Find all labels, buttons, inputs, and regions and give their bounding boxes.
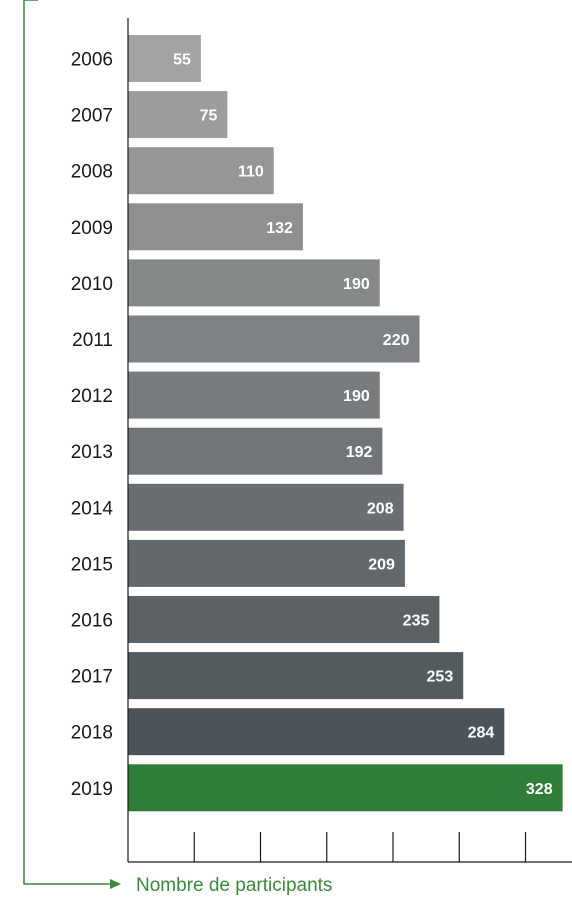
bar-2012: [128, 371, 380, 419]
value-label-2015: 209: [368, 556, 395, 573]
category-label-2011: 2011: [72, 330, 113, 351]
category-label-2014: 2014: [71, 498, 114, 519]
category-label-2017: 2017: [71, 667, 113, 688]
bar-2011: [128, 315, 420, 363]
bar-2007: [128, 91, 228, 139]
value-label-2018: 284: [468, 725, 495, 742]
value-label-2016: 235: [403, 613, 430, 630]
bar-2009: [128, 203, 303, 251]
category-labels-group: 2006 2007 2008 2009 2010 2011 2012 2013 2014 2015…: [71, 50, 114, 800]
category-label-2012: 2012: [71, 386, 113, 407]
value-label-2012: 190: [343, 388, 370, 405]
bar-2006: [128, 35, 201, 82]
value-label-2009: 132: [266, 220, 293, 237]
category-label-2018: 2018: [71, 723, 113, 744]
value-label-2010: 190: [343, 276, 370, 293]
category-label-2006: 2006: [71, 50, 113, 71]
category-label-2013: 2013: [71, 442, 113, 463]
category-label-2008: 2008: [71, 162, 113, 183]
value-label-2008: 110: [238, 164, 264, 181]
bars-group: [128, 35, 563, 812]
value-label-2014: 208: [367, 500, 394, 517]
x-axis-label: Nombre de participants: [136, 875, 332, 896]
value-label-2007: 75: [200, 108, 218, 125]
arrow-icon: [110, 879, 121, 889]
bar-2016: [128, 596, 440, 643]
category-label-2015: 2015: [71, 554, 113, 575]
bar-2018: [128, 708, 505, 756]
bar-2019: [128, 764, 563, 812]
value-labels-group: 55 75 110 132 190 220 190 192 208 209 235 253 284 328: [173, 52, 553, 798]
category-label-2016: 2016: [71, 611, 113, 632]
bar-2013: [128, 427, 383, 475]
category-label-2007: 2007: [71, 106, 113, 127]
bar-2014: [128, 483, 404, 531]
axes-group: [127, 18, 572, 863]
x-axis-label-group: Nombre de participants: [23, 0, 332, 896]
value-label-2017: 253: [427, 669, 454, 686]
value-label-2011: 220: [383, 332, 410, 349]
value-label-2019: 328: [526, 781, 553, 798]
category-label-2019: 2019: [71, 779, 113, 800]
x-ticks-group: [193, 832, 527, 862]
bar-2017: [128, 652, 464, 700]
bar-2008: [128, 147, 274, 195]
category-label-2010: 2010: [71, 274, 113, 295]
bar-2015: [128, 539, 405, 587]
bar-2010: [128, 259, 380, 307]
value-label-2006: 55: [173, 52, 191, 69]
axis-bracket-line: [23, 0, 112, 885]
value-label-2013: 192: [346, 444, 373, 461]
category-label-2009: 2009: [71, 218, 113, 239]
